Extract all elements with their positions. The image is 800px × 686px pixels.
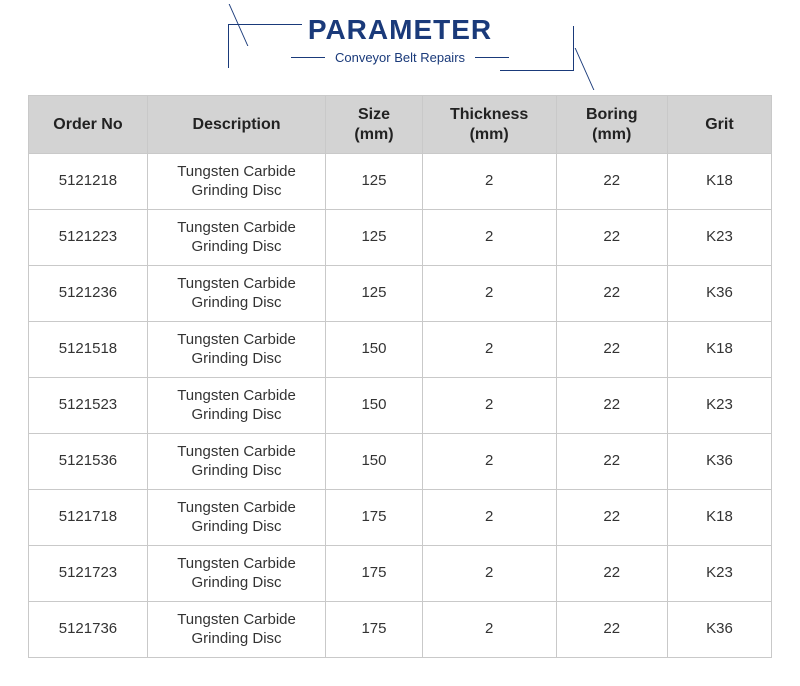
table-cell-order-no: 5121236 — [29, 266, 148, 322]
table-body: 5121218Tungsten Carbide Grinding Disc125… — [29, 154, 772, 658]
table-row: 5121536Tungsten Carbide Grinding Disc150… — [29, 434, 772, 490]
table-row: 5121523Tungsten Carbide Grinding Disc150… — [29, 378, 772, 434]
subtitle-wrap: Conveyor Belt Repairs — [0, 50, 800, 65]
table-cell-thickness: 2 — [422, 210, 556, 266]
table-cell-thickness: 2 — [422, 378, 556, 434]
table-cell-thickness: 2 — [422, 266, 556, 322]
col-sublabel: (mm) — [561, 125, 663, 145]
page-subtitle: Conveyor Belt Repairs — [335, 50, 465, 65]
table-cell-grit: K23 — [667, 378, 771, 434]
table-cell-order-no: 5121718 — [29, 490, 148, 546]
table-cell-size: 125 — [326, 210, 423, 266]
table-cell-grit: K23 — [667, 546, 771, 602]
table-col-header: Order No — [29, 96, 148, 154]
col-label: Boring — [561, 105, 663, 125]
deco-line — [291, 57, 325, 58]
table-row: 5121518Tungsten Carbide Grinding Disc150… — [29, 322, 772, 378]
table-cell-grit: K36 — [667, 266, 771, 322]
table-cell-order-no: 5121523 — [29, 378, 148, 434]
table-head: Order NoDescriptionSize(mm)Thickness(mm)… — [29, 96, 772, 154]
table-cell-boring: 22 — [556, 322, 667, 378]
table-cell-thickness: 2 — [422, 490, 556, 546]
table-cell-description: Tungsten Carbide Grinding Disc — [147, 434, 325, 490]
table-cell-grit: K23 — [667, 210, 771, 266]
table-cell-boring: 22 — [556, 434, 667, 490]
table-cell-order-no: 5121536 — [29, 434, 148, 490]
table-cell-thickness: 2 — [422, 602, 556, 658]
table-cell-size: 175 — [326, 602, 423, 658]
table-cell-order-no: 5121518 — [29, 322, 148, 378]
table-cell-description: Tungsten Carbide Grinding Disc — [147, 490, 325, 546]
table-cell-size: 175 — [326, 546, 423, 602]
table-cell-grit: K36 — [667, 602, 771, 658]
table-row: 5121736Tungsten Carbide Grinding Disc175… — [29, 602, 772, 658]
table-cell-size: 150 — [326, 322, 423, 378]
table-cell-description: Tungsten Carbide Grinding Disc — [147, 602, 325, 658]
table-col-header: Grit — [667, 96, 771, 154]
table-cell-boring: 22 — [556, 210, 667, 266]
col-label: Thickness — [427, 105, 552, 125]
table-cell-boring: 22 — [556, 266, 667, 322]
table-cell-grit: K18 — [667, 154, 771, 210]
table-cell-boring: 22 — [556, 546, 667, 602]
table-cell-description: Tungsten Carbide Grinding Disc — [147, 546, 325, 602]
table-cell-order-no: 5121218 — [29, 154, 148, 210]
table-cell-description: Tungsten Carbide Grinding Disc — [147, 266, 325, 322]
table-col-header: Thickness(mm) — [422, 96, 556, 154]
table-cell-size: 175 — [326, 490, 423, 546]
col-label: Size — [330, 105, 418, 125]
page-title: PARAMETER — [0, 0, 800, 46]
table-cell-boring: 22 — [556, 154, 667, 210]
table-col-header: Boring(mm) — [556, 96, 667, 154]
table-cell-grit: K18 — [667, 322, 771, 378]
header: PARAMETER Conveyor Belt Repairs — [0, 0, 800, 95]
table-cell-thickness: 2 — [422, 322, 556, 378]
table-row: 5121236Tungsten Carbide Grinding Disc125… — [29, 266, 772, 322]
table-cell-boring: 22 — [556, 602, 667, 658]
table-cell-size: 125 — [326, 154, 423, 210]
deco-line — [475, 57, 509, 58]
table-col-header: Size(mm) — [326, 96, 423, 154]
col-sublabel: (mm) — [427, 125, 552, 145]
table-cell-grit: K36 — [667, 434, 771, 490]
table-cell-thickness: 2 — [422, 434, 556, 490]
table-cell-size: 125 — [326, 266, 423, 322]
table-cell-grit: K18 — [667, 490, 771, 546]
table-row: 5121723Tungsten Carbide Grinding Disc175… — [29, 546, 772, 602]
col-sublabel: (mm) — [330, 125, 418, 145]
table-cell-order-no: 5121736 — [29, 602, 148, 658]
table-cell-thickness: 2 — [422, 154, 556, 210]
table-cell-order-no: 5121723 — [29, 546, 148, 602]
table-cell-description: Tungsten Carbide Grinding Disc — [147, 210, 325, 266]
table-cell-size: 150 — [326, 378, 423, 434]
table-cell-thickness: 2 — [422, 546, 556, 602]
table-cell-description: Tungsten Carbide Grinding Disc — [147, 378, 325, 434]
col-label: Order No — [33, 115, 143, 135]
table-cell-order-no: 5121223 — [29, 210, 148, 266]
table-cell-boring: 22 — [556, 490, 667, 546]
parameter-table-wrap: Order NoDescriptionSize(mm)Thickness(mm)… — [0, 95, 800, 658]
table-row: 5121223Tungsten Carbide Grinding Disc125… — [29, 210, 772, 266]
table-row: 5121218Tungsten Carbide Grinding Disc125… — [29, 154, 772, 210]
table-row: 5121718Tungsten Carbide Grinding Disc175… — [29, 490, 772, 546]
table-cell-description: Tungsten Carbide Grinding Disc — [147, 322, 325, 378]
parameter-table: Order NoDescriptionSize(mm)Thickness(mm)… — [28, 95, 772, 658]
table-col-header: Description — [147, 96, 325, 154]
table-cell-size: 150 — [326, 434, 423, 490]
col-label: Grit — [672, 115, 767, 135]
table-cell-boring: 22 — [556, 378, 667, 434]
table-cell-description: Tungsten Carbide Grinding Disc — [147, 154, 325, 210]
col-label: Description — [152, 115, 321, 135]
table-header-row: Order NoDescriptionSize(mm)Thickness(mm)… — [29, 96, 772, 154]
